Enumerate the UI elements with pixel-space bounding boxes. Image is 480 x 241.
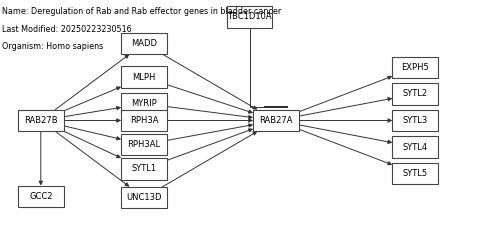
Text: GCC2: GCC2 — [29, 192, 52, 201]
FancyBboxPatch shape — [392, 110, 438, 131]
Text: MYRIP: MYRIP — [131, 99, 157, 108]
FancyBboxPatch shape — [227, 6, 272, 28]
FancyBboxPatch shape — [121, 110, 167, 131]
Text: RAB27A: RAB27A — [259, 116, 293, 125]
FancyBboxPatch shape — [121, 93, 167, 114]
Text: MADD: MADD — [131, 39, 157, 48]
Text: MLPH: MLPH — [132, 73, 156, 82]
Text: UNC13D: UNC13D — [126, 193, 162, 202]
Text: SYTL4: SYTL4 — [403, 142, 428, 152]
Text: RPH3A: RPH3A — [130, 116, 158, 125]
Text: Organism: Homo sapiens: Organism: Homo sapiens — [2, 42, 104, 51]
Text: SYTL5: SYTL5 — [403, 169, 428, 178]
FancyBboxPatch shape — [121, 33, 167, 54]
FancyBboxPatch shape — [18, 110, 63, 131]
Text: SYTL3: SYTL3 — [403, 116, 428, 125]
FancyBboxPatch shape — [121, 134, 167, 155]
Text: SYTL1: SYTL1 — [132, 164, 156, 173]
Text: Name: Deregulation of Rab and Rab effector genes in bladder cancer: Name: Deregulation of Rab and Rab effect… — [2, 7, 282, 16]
FancyBboxPatch shape — [392, 163, 438, 184]
FancyBboxPatch shape — [392, 136, 438, 158]
FancyBboxPatch shape — [121, 158, 167, 180]
FancyBboxPatch shape — [253, 110, 299, 131]
Text: RAB27B: RAB27B — [24, 116, 58, 125]
Text: SYTL2: SYTL2 — [403, 89, 428, 99]
Text: TBC1D10A: TBC1D10A — [228, 12, 272, 21]
FancyBboxPatch shape — [18, 186, 63, 207]
FancyBboxPatch shape — [121, 66, 167, 88]
FancyBboxPatch shape — [392, 83, 438, 105]
FancyBboxPatch shape — [121, 187, 167, 208]
FancyBboxPatch shape — [392, 57, 438, 78]
Text: RPH3AL: RPH3AL — [127, 140, 161, 149]
Text: Last Modified: 20250223230516: Last Modified: 20250223230516 — [2, 25, 132, 33]
Text: EXPH5: EXPH5 — [401, 63, 429, 72]
